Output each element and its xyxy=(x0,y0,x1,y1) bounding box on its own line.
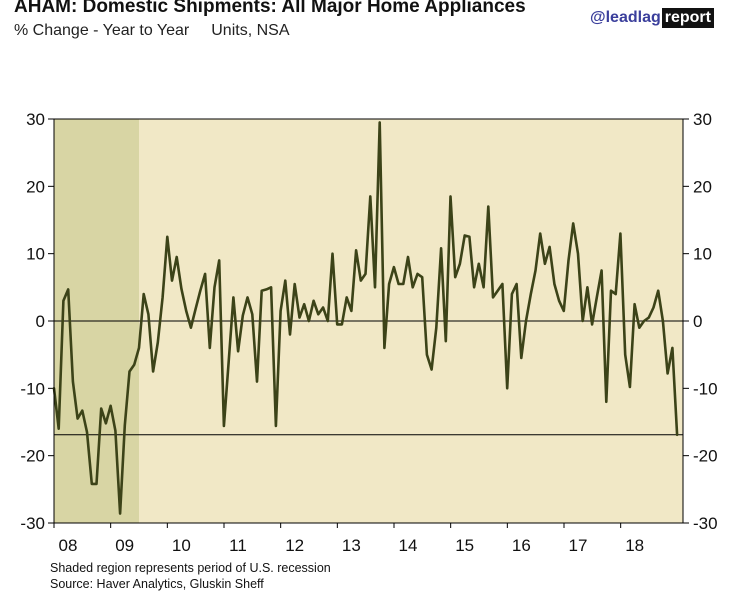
y-tick-label-right: -30 xyxy=(693,514,718,533)
y-tick-label-right: 30 xyxy=(693,110,712,129)
x-tick-label: 09 xyxy=(115,536,134,555)
x-tick-label: 13 xyxy=(342,536,361,555)
brand-prefix: @leadlag xyxy=(590,9,661,26)
y-tick-label-left: 0 xyxy=(36,312,45,331)
y-tick-label-right: -20 xyxy=(693,447,718,466)
x-tick-label: 08 xyxy=(59,536,78,555)
series-group xyxy=(52,121,679,515)
footnote-source: Source: Haver Analytics, Gluskin Sheff xyxy=(50,577,264,591)
brand-suffix: report xyxy=(661,8,714,28)
y-tick-label-right: -10 xyxy=(693,379,718,398)
y-tick-label-left: -10 xyxy=(20,379,45,398)
plot-border xyxy=(53,118,684,524)
y-tick-label-right: 0 xyxy=(693,312,702,331)
subtitle-units: Units, NSA xyxy=(211,22,290,39)
y-tick-label-right: 20 xyxy=(693,177,712,196)
x-tick-label: 10 xyxy=(172,536,191,555)
brand-logo: @leadlag report xyxy=(590,8,714,28)
y-tick-label-right: 10 xyxy=(693,245,712,264)
y-tick-label-left: 30 xyxy=(26,110,45,129)
y-axis-right: 30 20 10 0 -10 -20 -30 xyxy=(683,110,718,533)
x-tick-label: 18 xyxy=(625,536,644,555)
chart-footnotes: Shaded region represents period of U.S. … xyxy=(50,560,331,592)
x-tick-label: 15 xyxy=(455,536,474,555)
y-tick-label-left: 20 xyxy=(26,177,45,196)
chart-subtitle: % Change - Year to Year Units, NSA xyxy=(14,22,290,40)
y-tick-label-left: -30 xyxy=(20,514,45,533)
x-axis: 08 09 10 11 12 13 14 15 16 17 18 xyxy=(53,523,644,555)
chart-title: AHAM: Domestic Shipments: All Major Home… xyxy=(14,0,526,17)
series-line xyxy=(52,121,679,515)
x-tick-label: 16 xyxy=(512,536,531,555)
x-tick-label: 12 xyxy=(285,536,304,555)
y-tick-label-left: -20 xyxy=(20,447,45,466)
plot-frame xyxy=(53,118,684,524)
x-tick-label: 17 xyxy=(569,536,588,555)
x-tick-label: 11 xyxy=(229,536,247,555)
y-tick-label-left: 10 xyxy=(26,245,45,264)
footnote-shading: Shaded region represents period of U.S. … xyxy=(50,561,331,575)
y-axis-left: 30 20 10 0 -10 -20 -30 xyxy=(20,110,54,533)
subtitle-measure: % Change - Year to Year xyxy=(14,22,190,39)
x-tick-label: 14 xyxy=(399,536,418,555)
